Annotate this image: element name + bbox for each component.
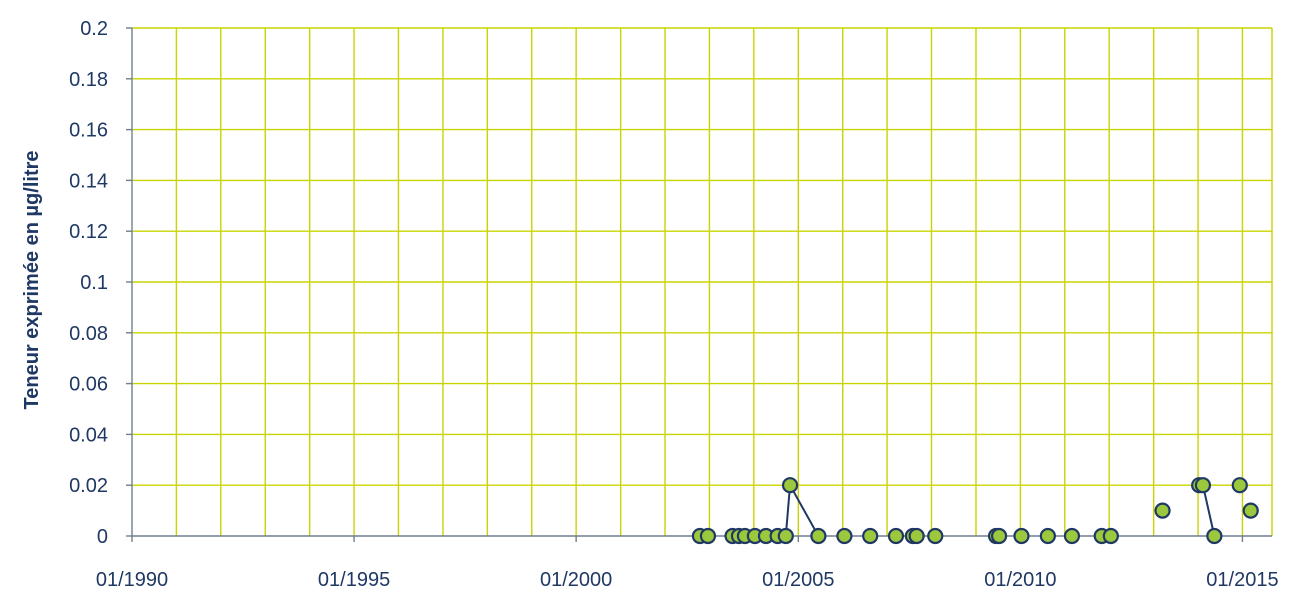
y-tick-label: 0.2 (80, 18, 108, 40)
data-point (1207, 529, 1221, 543)
y-tick-label: 0.06 (69, 374, 108, 396)
data-point (910, 529, 924, 543)
x-tick-label: 01/2005 (762, 569, 834, 591)
y-tick-label: 0.1 (80, 272, 108, 294)
data-point (1156, 504, 1170, 518)
x-tick-label: 01/2015 (1206, 569, 1278, 591)
x-tick-label: 01/1990 (96, 569, 168, 591)
x-tick-labels: 01/1990 01/1995 01/2000 01/2005 01/2010 01/20… (96, 569, 1279, 591)
data-point (783, 478, 797, 492)
x-tick-label: 01/2010 (984, 569, 1056, 591)
data-point (779, 529, 793, 543)
x-tick-label: 01/2000 (540, 569, 612, 591)
data-point (889, 529, 903, 543)
data-point (992, 529, 1006, 543)
data-point (1041, 529, 1055, 543)
data-point (811, 529, 825, 543)
data-point (1104, 529, 1118, 543)
data-point (1233, 478, 1247, 492)
y-tick-label: 0.14 (69, 170, 108, 192)
data-point (1196, 478, 1210, 492)
data-point (701, 529, 715, 543)
series-points (693, 478, 1290, 543)
data-point (1244, 504, 1258, 518)
y-tick-label: 0.02 (69, 475, 108, 497)
y-tick-label: 0.16 (69, 120, 108, 142)
data-point (837, 529, 851, 543)
y-tick-label: 0.04 (69, 424, 108, 446)
y-tick-label: 0.08 (69, 323, 108, 345)
data-point (1065, 529, 1079, 543)
axes (126, 28, 1272, 542)
data-point (928, 529, 942, 543)
x-tick-label: 01/1995 (318, 569, 390, 591)
data-point (863, 529, 877, 543)
y-tick-label: 0.12 (69, 221, 108, 243)
y-tick-label: 0.18 (69, 69, 108, 91)
horizontal-gridlines (132, 28, 1272, 485)
y-tick-label: 0 (97, 526, 108, 548)
data-point (1014, 529, 1028, 543)
y-tick-labels: 0 0.02 0.04 0.06 0.08 0.1 0.12 0.14 0.16 0.18 0.2 (69, 18, 108, 548)
y-axis-title: Teneur exprimée en µg/litre (21, 150, 43, 409)
